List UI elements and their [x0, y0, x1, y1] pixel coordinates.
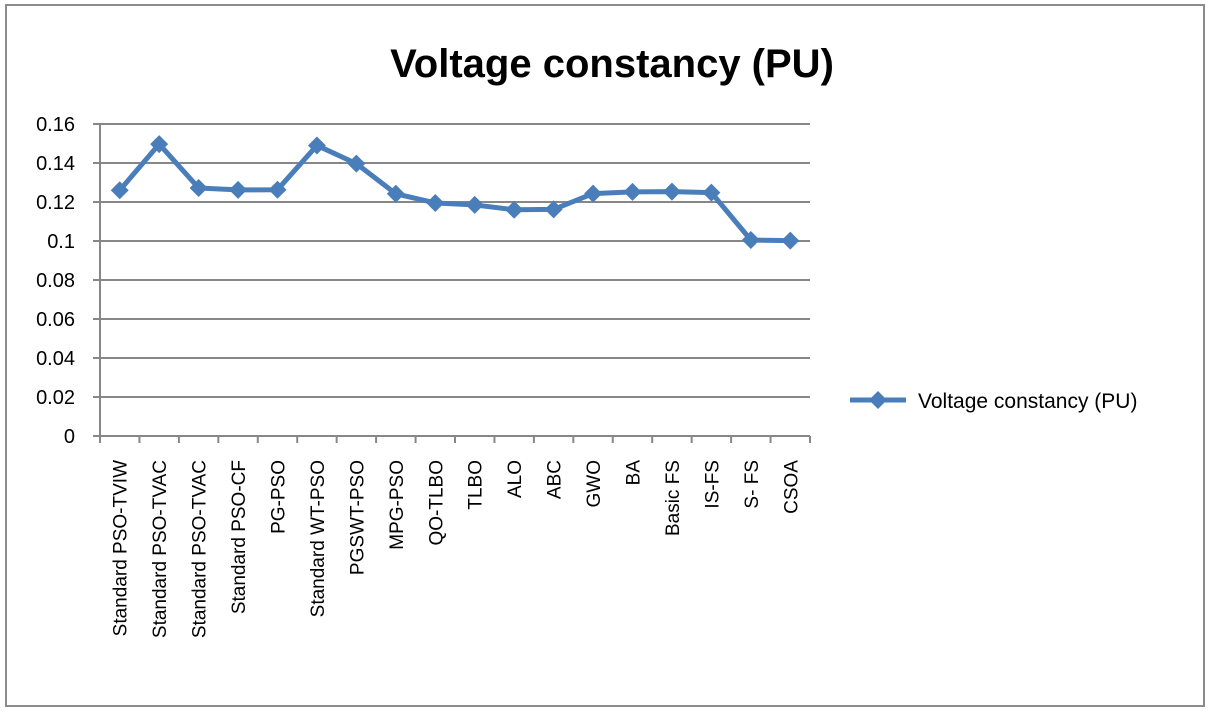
- data-point-marker: [307, 136, 326, 155]
- data-point-marker: [268, 180, 287, 199]
- x-category-label: Standard WT-PSO: [308, 460, 329, 617]
- x-category-label: S- FS: [742, 460, 763, 509]
- data-point-marker: [426, 193, 445, 212]
- y-tick-label: 0.08: [36, 270, 75, 292]
- data-point-marker: [229, 180, 248, 199]
- x-category-label: Standard PSO-TVIW: [111, 460, 132, 636]
- x-category-label: Standard PSO-TVAC: [150, 460, 171, 638]
- x-category-label: Standard PSO-CF: [229, 460, 250, 614]
- x-category-label: Basic FS: [663, 460, 684, 536]
- chart-title: Voltage constancy (PU): [390, 42, 834, 86]
- data-point-marker: [702, 183, 721, 202]
- data-point-marker: [465, 195, 484, 214]
- x-category-label: BA: [624, 460, 645, 486]
- x-category-label: Standard PSO-TVAC: [190, 460, 211, 638]
- data-series: [110, 135, 800, 250]
- y-tick-label: 0.16: [36, 114, 75, 136]
- x-category-label: PGSWT-PSO: [347, 460, 368, 575]
- x-category-label: ABC: [545, 460, 566, 499]
- data-point-marker: [110, 181, 129, 200]
- y-tick-label: 0.06: [36, 309, 75, 331]
- x-category-label: ALO: [505, 460, 526, 498]
- data-point-marker: [662, 182, 681, 201]
- y-tick-label: 0.04: [36, 348, 75, 370]
- y-tick-label: 0.02: [36, 387, 75, 409]
- series-line: [117, 141, 791, 244]
- x-axis-labels: Standard PSO-TVIW Standard PSO-TVAC Standa…: [111, 460, 803, 638]
- legend: Voltage constancy (PU): [850, 390, 1137, 413]
- data-point-marker: [741, 231, 760, 250]
- data-point-marker: [623, 182, 642, 201]
- data-point-marker: [347, 154, 366, 173]
- data-point-marker: [505, 200, 524, 219]
- y-tick-label: 0: [64, 426, 75, 448]
- y-axis-ticks: 0 0.02 0.04 0.06 0.08 0.1 0.12 0.14 0.16: [36, 114, 75, 448]
- chart-frame: [5, 4, 1205, 707]
- data-point-marker: [189, 178, 208, 197]
- data-point-marker: [781, 231, 800, 250]
- legend-diamond-marker: [869, 391, 887, 409]
- x-category-label: TLBO: [466, 460, 487, 510]
- x-category-label: PG-PSO: [269, 460, 290, 534]
- data-point-marker: [150, 135, 169, 154]
- x-category-label: CSOA: [781, 460, 802, 514]
- x-category-label: IS-FS: [702, 460, 723, 509]
- x-category-label: GWO: [584, 460, 605, 508]
- data-point-marker: [584, 184, 603, 203]
- y-tick-label: 0.14: [36, 153, 75, 175]
- data-point-marker: [386, 184, 405, 203]
- x-axis-ticks: [99, 436, 811, 443]
- y-tick-label: 0.1: [47, 231, 75, 253]
- legend-label: Voltage constancy (PU): [918, 390, 1137, 413]
- y-tick-label: 0.12: [36, 192, 75, 214]
- gridlines: [93, 123, 810, 437]
- x-category-label: QO-TLBO: [426, 460, 447, 546]
- x-category-label: MPG-PSO: [387, 460, 408, 550]
- data-point-marker: [544, 200, 563, 219]
